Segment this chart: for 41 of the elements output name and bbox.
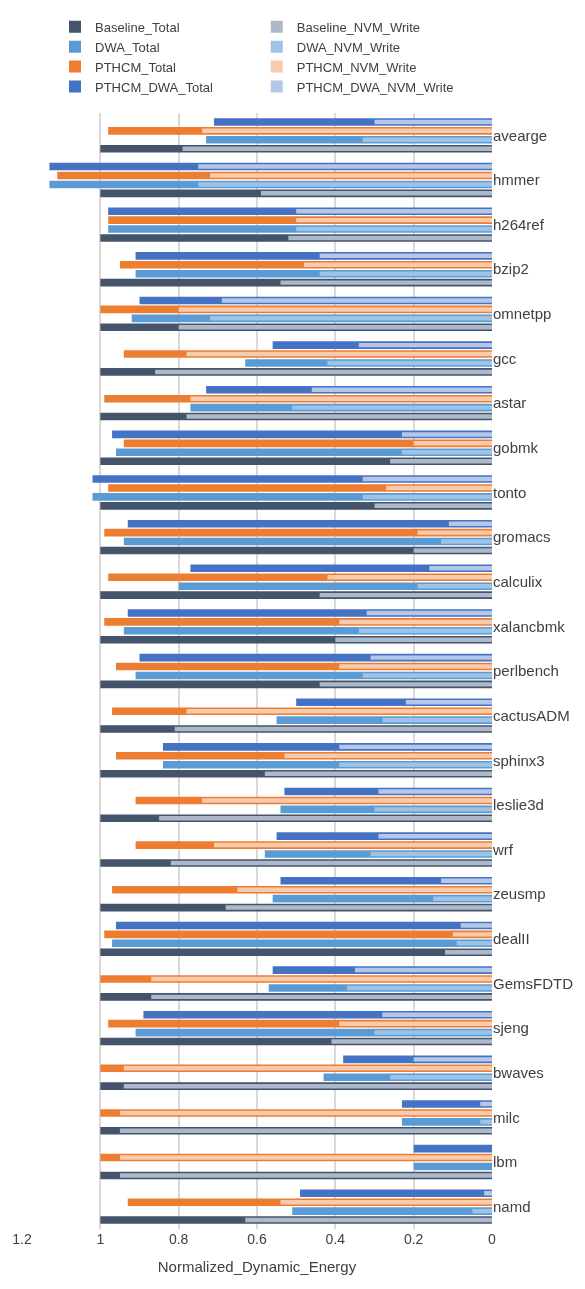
y-tick-label: hmmer bbox=[493, 171, 540, 189]
y-tick-label: bwaves bbox=[493, 1064, 544, 1082]
x-tick-label: 0.4 bbox=[325, 1231, 346, 1247]
legend-label: PTHCM_Total bbox=[95, 59, 177, 75]
legend-label: DWA_NVM_Write bbox=[296, 39, 401, 55]
legend-label: PTHCM_NVM_Write bbox=[296, 59, 417, 75]
y-tick-label: astar bbox=[493, 394, 527, 412]
x-tick-label: 0.2 bbox=[403, 1231, 424, 1247]
legend-label: DWA_Total bbox=[95, 39, 160, 55]
x-tick-label: 1 bbox=[96, 1231, 105, 1247]
y-tick-label: milc bbox=[493, 1108, 521, 1126]
y-tick-label: dealII bbox=[493, 930, 530, 948]
y-tick-label: calculix bbox=[493, 572, 543, 590]
y-tick-label: omnetpp bbox=[493, 305, 552, 323]
x-tick-label: 0.8 bbox=[168, 1231, 189, 1247]
y-tick-label: GemsFDTD bbox=[493, 974, 574, 992]
y-tick-label: xalancbmk bbox=[493, 617, 566, 635]
y-tick-label: gobmk bbox=[493, 439, 539, 457]
y-tick-label: h264ref bbox=[493, 215, 545, 233]
y-tick-label: tonto bbox=[493, 483, 527, 501]
legend-label: PTHCM_DWA_Total bbox=[95, 79, 214, 95]
x-tick-label: 0 bbox=[488, 1231, 497, 1247]
y-tick-label: gcc bbox=[493, 349, 517, 367]
x-axis-title: Normalized_Dynamic_Energy bbox=[157, 1258, 357, 1275]
y-tick-label: namd bbox=[493, 1197, 531, 1215]
y-tick-label: wrf bbox=[492, 840, 514, 858]
y-tick-label: sphinx3 bbox=[493, 751, 545, 769]
y-tick-label: perlbench bbox=[493, 662, 559, 680]
y-tick-label: lbm bbox=[493, 1153, 518, 1171]
y-tick-label: sjeng bbox=[493, 1019, 529, 1037]
y-tick-label: zeusmp bbox=[493, 885, 546, 903]
x-tick-label: 0.6 bbox=[247, 1231, 267, 1247]
legend-label: PTHCM_DWA_NVM_Write bbox=[296, 79, 454, 95]
y-tick-label: cactusADM bbox=[493, 706, 570, 724]
legend-label: Baseline_Total bbox=[95, 19, 180, 35]
y-tick-label: bzip2 bbox=[493, 260, 529, 278]
y-tick-label: leslie3d bbox=[493, 796, 544, 814]
x-tick-label: 1.2 bbox=[12, 1231, 32, 1247]
legend-label: Baseline_NVM_Write bbox=[296, 19, 421, 35]
y-tick-label: gromacs bbox=[493, 528, 551, 546]
y-tick-label: avearge bbox=[493, 126, 548, 144]
